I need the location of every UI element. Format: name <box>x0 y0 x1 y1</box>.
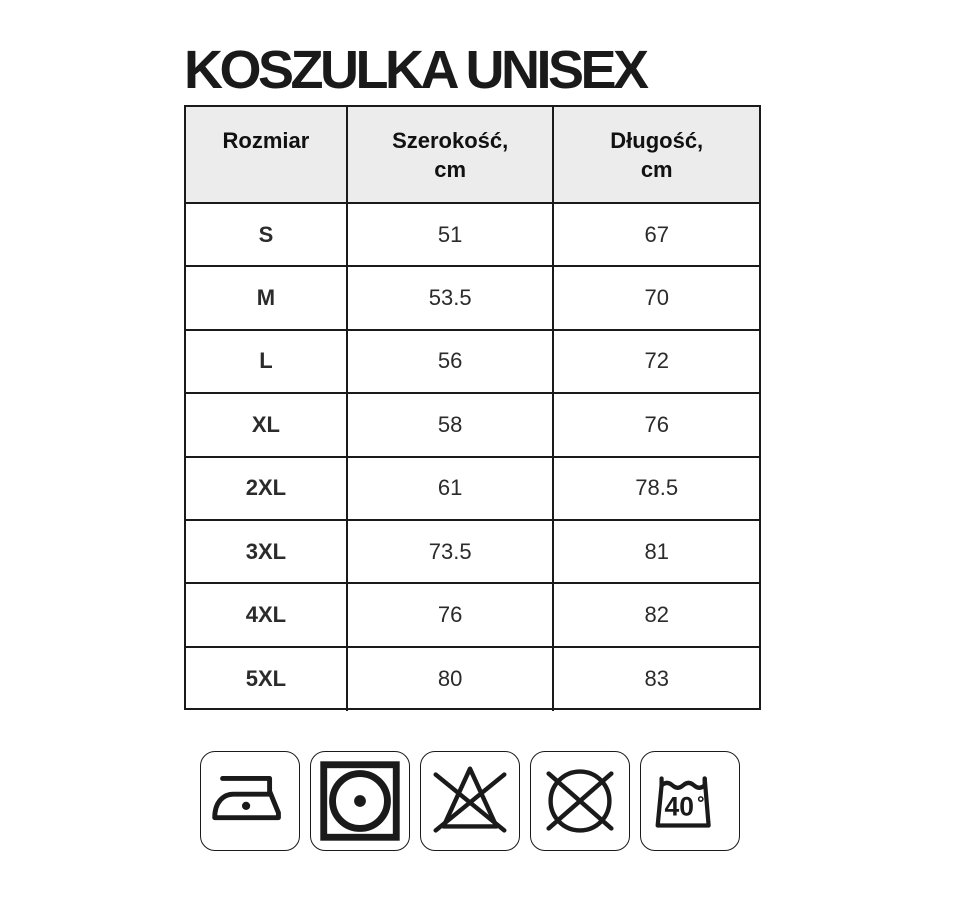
svg-text:40: 40 <box>665 792 694 822</box>
